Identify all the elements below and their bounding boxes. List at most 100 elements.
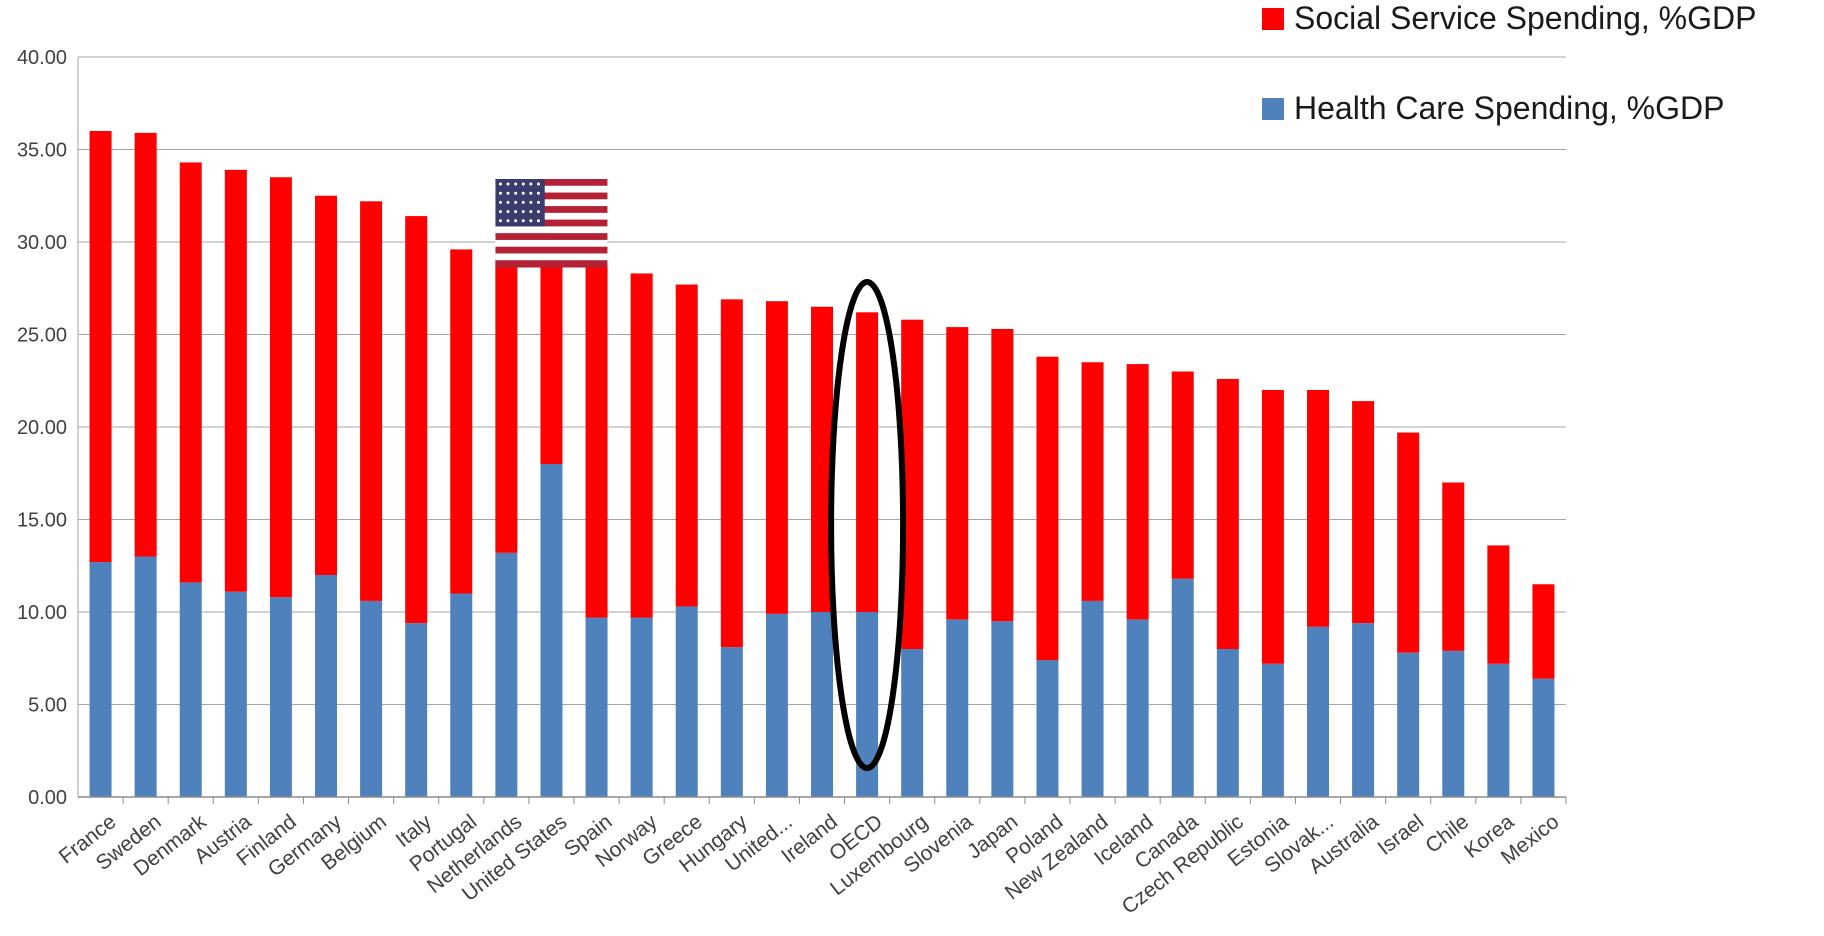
bar-health (269, 597, 292, 797)
bar-social (1352, 401, 1375, 624)
legend-item-health: Health Care Spending, %GDP (1262, 90, 1724, 127)
flag-star (536, 182, 540, 186)
bar-health (495, 552, 518, 797)
bar-health (720, 647, 743, 797)
flag-stripe (495, 199, 608, 207)
bar-health (991, 621, 1014, 797)
flag-star (498, 210, 502, 214)
flag-stripe (495, 219, 608, 227)
flag-canton (495, 179, 545, 227)
bar-health (540, 464, 563, 797)
flag-star (514, 219, 518, 223)
bar-health (1216, 649, 1239, 797)
bar-social (720, 299, 743, 648)
y-tick-label: 20.00 (17, 417, 67, 439)
flag-star (536, 200, 540, 204)
bar-social (1397, 432, 1420, 653)
flag-star (498, 219, 502, 223)
bar-social (1442, 482, 1465, 651)
bar-social (89, 131, 112, 563)
flag-star (529, 219, 533, 223)
x-tick-label: Israel (1373, 810, 1428, 860)
us-flag-icon (495, 179, 608, 268)
y-tick-label: 0.00 (28, 787, 67, 809)
y-tick-label: 25.00 (17, 325, 67, 347)
bar-social (269, 177, 292, 598)
flag-star (521, 210, 525, 214)
bar-health (811, 612, 833, 797)
bars (89, 131, 1555, 797)
bar-health (224, 591, 247, 797)
bar-social (946, 327, 969, 620)
bar-social (630, 273, 653, 618)
y-tick-label: 40.00 (17, 47, 67, 69)
legend-swatch-social (1262, 7, 1284, 30)
bar-social (991, 328, 1014, 622)
flag-star (514, 210, 518, 214)
bar-social (675, 284, 698, 607)
flag-star (536, 219, 540, 223)
bar-health (1126, 619, 1149, 797)
bar-health (1532, 678, 1555, 797)
bar-health (179, 582, 202, 797)
bar-health (450, 593, 473, 797)
bar-health (1397, 652, 1420, 797)
flag-star (506, 219, 510, 223)
bar-social (450, 249, 473, 594)
bar-health (1036, 660, 1059, 797)
bar-social (901, 319, 924, 649)
flag-stripe (495, 233, 608, 241)
bar-social (585, 264, 608, 618)
bar-social (1487, 545, 1510, 664)
bar-health (360, 600, 383, 797)
bar-social (179, 162, 202, 583)
flag-stripe (495, 246, 608, 254)
flag-star (529, 182, 533, 186)
flag-star (514, 200, 518, 204)
flag-star (506, 210, 510, 214)
bar-social (405, 216, 428, 624)
bar-social (1261, 390, 1284, 664)
flag-stripe (495, 185, 608, 194)
bar-health (946, 619, 969, 797)
bar-social (495, 256, 518, 553)
bar-social (540, 260, 563, 464)
flag-star (536, 191, 540, 195)
flag-star (506, 191, 510, 195)
flag-star (529, 191, 533, 195)
flag-star (506, 200, 510, 204)
flag-star (521, 200, 525, 204)
bar-social (1216, 378, 1239, 649)
bar-social (134, 132, 157, 557)
bar-social (765, 301, 788, 614)
y-axis: 0.00 5.00 10.00 15.00 20.00 25.00 30.00 35.00 40… (17, 47, 79, 809)
legend-swatch-health (1262, 97, 1284, 120)
bar-health (1442, 650, 1465, 797)
flag-star (498, 182, 502, 186)
oecd-highlight-ellipse (828, 279, 907, 771)
flag-star (506, 182, 510, 186)
bar-social (1532, 584, 1555, 679)
bar-health (901, 649, 924, 797)
bar-health (405, 623, 428, 797)
y-tick-label: 10.00 (17, 602, 67, 624)
bar-social (224, 169, 247, 592)
legend-item-social: Social Service Spending, %GDP (1262, 0, 1756, 37)
bar-health (630, 617, 653, 797)
flag-star (536, 210, 540, 214)
legend-label-health: Health Care Spending, %GDP (1294, 90, 1725, 126)
flag-star (498, 200, 502, 204)
y-tick-label: 5.00 (28, 695, 67, 717)
bar-social (1171, 371, 1194, 579)
flag-stripe (495, 206, 608, 214)
bar-social (856, 312, 879, 612)
flag-star (521, 191, 525, 195)
flag-stripe (495, 260, 608, 268)
bar-health (1307, 626, 1329, 797)
bar-health (134, 556, 157, 797)
bar-social (1307, 390, 1329, 627)
bar-health (856, 612, 879, 797)
y-tick-label: 35.00 (17, 140, 67, 162)
bar-social (1126, 364, 1149, 620)
